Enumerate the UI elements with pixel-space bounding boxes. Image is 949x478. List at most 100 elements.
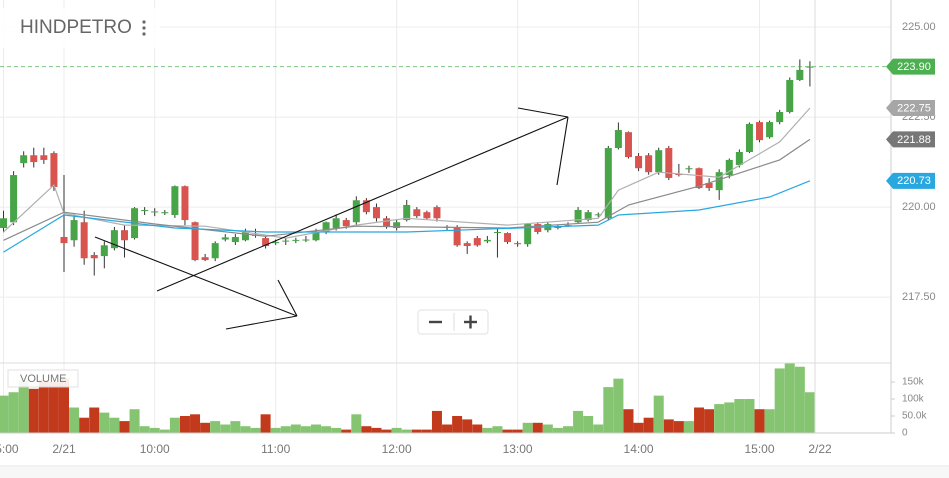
candle-body (493, 231, 501, 234)
candle-body (534, 224, 542, 232)
volume-bar (331, 427, 342, 433)
candle-body (756, 122, 764, 141)
trendline (94, 236, 298, 317)
volume-bar (179, 416, 190, 433)
candle-body (10, 175, 18, 223)
candle-body (504, 233, 512, 243)
chart-title: HINDPETRO (20, 17, 132, 38)
volume-bar (673, 421, 684, 433)
x-tick-label: 15:00 (0, 442, 19, 456)
volume-bar (794, 366, 805, 433)
candle-body (272, 242, 280, 244)
zoom-controls (417, 309, 489, 335)
x-tick-label: 10:00 (140, 442, 170, 456)
volume-bar (593, 424, 604, 433)
volume-bar (230, 421, 241, 433)
volume-bar (0, 395, 9, 433)
volume-bar (371, 427, 382, 433)
candle-body (262, 238, 270, 247)
volume-bar (351, 414, 362, 433)
candle-body (393, 222, 401, 229)
candle-body (413, 209, 421, 217)
zoom-box (417, 309, 489, 335)
volume-bar (552, 427, 563, 433)
volume-bar (401, 429, 412, 433)
candle-body (745, 123, 753, 153)
volume-bar (643, 417, 654, 433)
volume-bar (381, 429, 392, 433)
candle-body (705, 182, 713, 189)
volume-bar (79, 417, 90, 433)
price-tag (886, 58, 935, 75)
footer (0, 467, 949, 478)
price-tag-label: 223.90 (897, 61, 931, 73)
candle-body (0, 218, 8, 229)
candle-body (221, 237, 229, 240)
trendline (517, 107, 569, 118)
volume-tick-label: 100k (902, 394, 925, 405)
price-tag (886, 100, 935, 117)
volume-bar (220, 424, 231, 433)
candle-body (191, 222, 199, 261)
moving-average (3, 180, 811, 253)
volume-bar (300, 426, 311, 433)
grid (0, 0, 891, 433)
candle-body (463, 243, 471, 247)
candle-body (655, 150, 663, 173)
candle-body (312, 231, 320, 241)
volume-bar (603, 387, 614, 433)
candle-body (342, 220, 350, 227)
volume-bar (563, 426, 573, 433)
volume-bar (744, 399, 755, 433)
volume-bar (280, 426, 291, 433)
candle-body (604, 148, 612, 219)
candle-body (80, 222, 88, 259)
candle-body (20, 155, 28, 164)
candle-body (120, 230, 128, 241)
candle-body (635, 155, 643, 169)
volume-bar (573, 410, 584, 433)
volume-bar (522, 422, 533, 433)
price-tag-label: 222.75 (897, 102, 931, 114)
candle-body (776, 112, 784, 123)
candle-body (514, 243, 522, 245)
x-tick-label: 14:00 (624, 442, 654, 456)
x-tick-label: 13:00 (503, 442, 533, 456)
zoom-in-button[interactable] (464, 315, 477, 329)
candle-body (423, 212, 431, 219)
candle-body (30, 155, 38, 163)
candle-body (90, 255, 98, 259)
price-tag-label: 221.88 (897, 134, 931, 146)
candle-body (231, 237, 239, 243)
candle-body (433, 207, 441, 219)
candle-body (473, 238, 481, 246)
volume-bar (200, 422, 211, 433)
volume-bar (99, 412, 110, 433)
candle-body (362, 200, 370, 213)
volume-bar (260, 414, 271, 433)
volume-bar (149, 427, 160, 433)
volume-bar (341, 429, 352, 433)
candle-body (584, 212, 592, 221)
candle-body (554, 226, 562, 229)
volume-bar (391, 427, 402, 433)
volume-tick-label: 0 (902, 428, 908, 439)
trendline (225, 315, 298, 330)
volume-bar (159, 429, 170, 433)
candle-body (201, 257, 209, 261)
volume-bar (482, 427, 493, 433)
candle-body (574, 209, 582, 223)
volume-bar (704, 409, 715, 433)
volume-bar (583, 416, 594, 433)
price-tag (886, 172, 935, 189)
candle-body (282, 240, 290, 242)
volume-bar (59, 378, 69, 433)
volume-bar (764, 409, 775, 433)
candle-body (332, 218, 340, 229)
menu-button[interactable] (142, 20, 146, 36)
volume-bar (28, 388, 39, 433)
volume-bar (119, 421, 130, 433)
volume-bar (683, 421, 694, 433)
candle-body (715, 172, 723, 191)
volume-bar (190, 414, 201, 433)
